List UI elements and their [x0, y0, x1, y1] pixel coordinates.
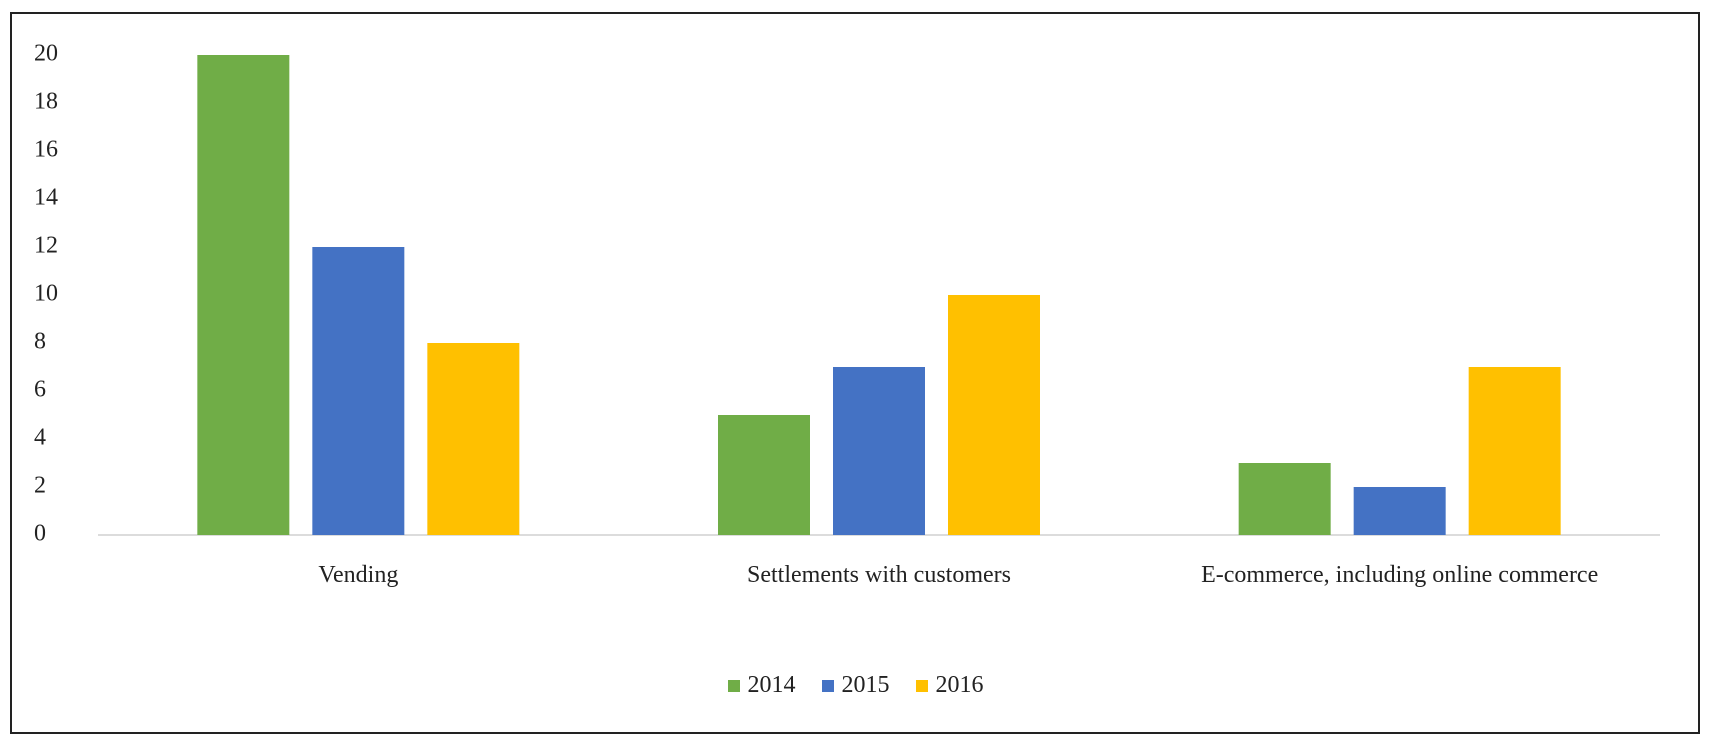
legend-swatch: [727, 679, 740, 692]
y-tick-label: 12: [34, 233, 58, 259]
y-tick-label: 4: [34, 425, 46, 451]
legend-label: 2014: [747, 672, 796, 698]
x-tick-label: Vending: [318, 562, 399, 588]
legend-item: 2015: [821, 672, 890, 699]
bar: [718, 415, 810, 535]
y-tick-label: 0: [34, 521, 46, 547]
bar: [1238, 463, 1331, 535]
y-tick-label: 18: [34, 89, 58, 115]
bar: [427, 343, 520, 535]
legend-item: 2016: [915, 672, 984, 699]
legend: 2014 2015 2016: [0, 672, 1711, 699]
bar: [197, 55, 290, 535]
y-tick-label: 2: [34, 473, 46, 499]
frame-border: [10, 12, 1700, 734]
legend-item: 2014: [727, 672, 796, 699]
bar: [312, 247, 405, 535]
legend-label: 2015: [841, 672, 890, 698]
y-tick-label: 10: [34, 281, 58, 307]
legend-swatch: [915, 679, 928, 692]
legend-label: 2016: [935, 672, 984, 698]
x-tick-label: E-commerce, including online commerce: [1201, 562, 1599, 588]
bar: [948, 295, 1040, 535]
y-tick-label: 8: [34, 329, 46, 355]
y-tick-label: 14: [34, 185, 58, 211]
bar: [1353, 487, 1446, 535]
y-tick-label: 16: [34, 137, 58, 163]
bar: [1468, 367, 1561, 535]
x-tick-label: Settlements with customers: [747, 562, 1011, 588]
bar: [833, 367, 925, 535]
y-tick-label: 6: [34, 377, 46, 403]
y-tick-label: 20: [34, 41, 58, 67]
legend-swatch: [821, 679, 834, 692]
